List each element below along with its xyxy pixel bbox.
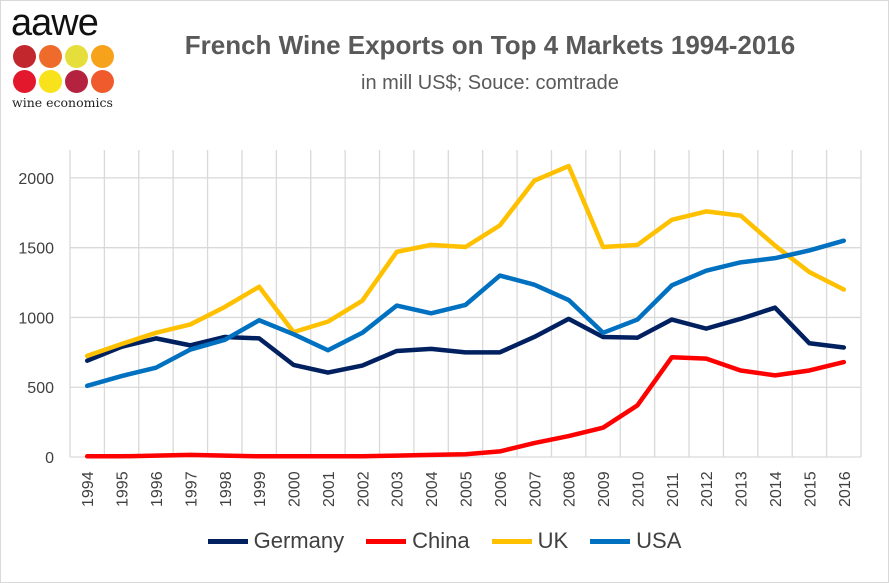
series-line-uk xyxy=(84,163,847,359)
legend-swatch xyxy=(207,538,248,544)
x-tick-label: 1998 xyxy=(218,471,235,507)
series-line-china xyxy=(84,354,847,459)
y-tick-label: 500 xyxy=(27,380,54,397)
legend-item-usa: USA xyxy=(590,528,681,554)
legend-item-uk: UK xyxy=(491,528,569,554)
logo-dot xyxy=(91,45,114,68)
legend-label: UK xyxy=(537,528,569,553)
x-tick-label: 2011 xyxy=(665,472,682,507)
logo-dot xyxy=(65,45,88,68)
legend-item-china: China xyxy=(366,528,470,554)
legend-label: China xyxy=(412,528,470,553)
y-tick-label: 1000 xyxy=(18,310,54,327)
x-tick-label: 2003 xyxy=(390,471,407,507)
x-tick-label: 2012 xyxy=(699,471,716,507)
chart-subtitle: in mill US$; Souce: comtrade xyxy=(361,72,619,94)
x-tick-label: 2001 xyxy=(321,471,338,507)
y-tick-label: 2000 xyxy=(18,171,54,188)
logo-word: aawe xyxy=(11,2,99,44)
x-tick-label: 2002 xyxy=(355,471,372,507)
x-tick-label: 2013 xyxy=(734,471,751,507)
aawe-logo: aawe wine economics xyxy=(8,2,118,113)
x-tick-label: 2016 xyxy=(837,471,854,507)
chart-title: French Wine Exports on Top 4 Markets 199… xyxy=(184,30,796,60)
legend-item-germany: Germany xyxy=(207,528,345,554)
logo-dot xyxy=(13,45,36,68)
y-tick-label: 1500 xyxy=(18,241,54,258)
x-tick-label: 2007 xyxy=(527,471,544,507)
x-tick-label: 1994 xyxy=(80,471,97,507)
logo-dot xyxy=(91,70,114,93)
series-line-usa xyxy=(84,238,847,389)
legend-swatch xyxy=(590,538,631,544)
x-tick-label: 2009 xyxy=(596,471,613,507)
logo-dot xyxy=(13,70,36,93)
logo-dot xyxy=(65,70,88,93)
x-tick-label: 2005 xyxy=(459,471,476,507)
x-tick-label: 2014 xyxy=(768,471,785,507)
x-tick-label: 2006 xyxy=(493,471,510,507)
logo-dot xyxy=(39,45,62,68)
series-line-germany xyxy=(84,305,847,375)
legend-swatch xyxy=(366,538,407,544)
x-tick-label: 1997 xyxy=(183,471,200,507)
x-tick-label: 2015 xyxy=(802,471,819,507)
x-tick-label: 2004 xyxy=(424,471,441,507)
legend-label: USA xyxy=(636,528,682,553)
logo-subtitle: wine economics xyxy=(12,95,113,110)
legend-swatch xyxy=(491,538,532,544)
logo-dot xyxy=(39,70,62,93)
legend-label: Germany xyxy=(253,528,345,553)
x-tick-label: 1995 xyxy=(115,471,132,507)
legend: Germany China UK USA xyxy=(0,528,889,554)
y-tick-label: 0 xyxy=(45,450,54,467)
x-tick-label: 2000 xyxy=(287,471,304,507)
x-tick-label: 1999 xyxy=(252,471,269,507)
x-tick-label: 1996 xyxy=(149,471,166,507)
x-tick-label: 2008 xyxy=(562,471,579,507)
x-tick-label: 2010 xyxy=(630,471,647,507)
